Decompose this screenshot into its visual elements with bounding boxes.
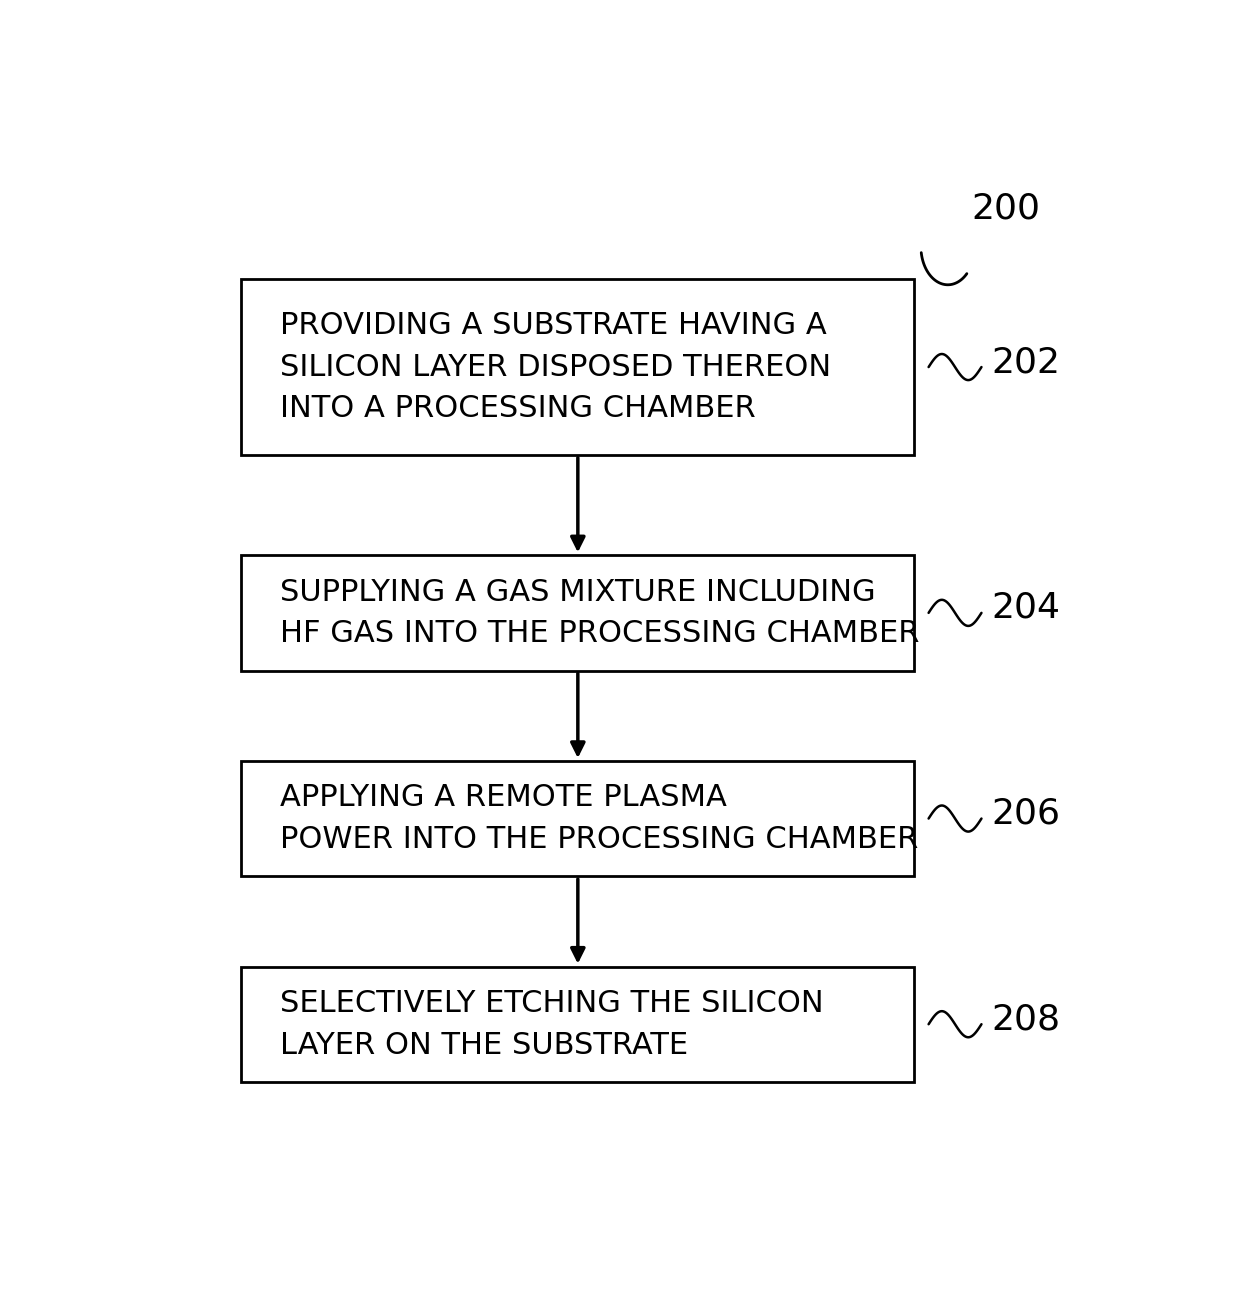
Bar xyxy=(242,967,914,1081)
Text: APPLYING A REMOTE PLASMA
POWER INTO THE PROCESSING CHAMBER: APPLYING A REMOTE PLASMA POWER INTO THE … xyxy=(280,783,919,853)
Text: 208: 208 xyxy=(991,1002,1060,1036)
Text: 204: 204 xyxy=(991,590,1060,625)
Bar xyxy=(242,279,914,455)
Bar xyxy=(242,761,914,876)
Bar xyxy=(242,555,914,671)
Text: PROVIDING A SUBSTRATE HAVING A
SILICON LAYER DISPOSED THEREON
INTO A PROCESSING : PROVIDING A SUBSTRATE HAVING A SILICON L… xyxy=(280,311,831,423)
Text: 202: 202 xyxy=(991,345,1060,379)
Text: SUPPLYING A GAS MIXTURE INCLUDING
HF GAS INTO THE PROCESSING CHAMBER: SUPPLYING A GAS MIXTURE INCLUDING HF GAS… xyxy=(280,577,919,648)
Text: SELECTIVELY ETCHING THE SILICON
LAYER ON THE SUBSTRATE: SELECTIVELY ETCHING THE SILICON LAYER ON… xyxy=(280,989,823,1059)
Text: 206: 206 xyxy=(991,796,1060,830)
Text: 200: 200 xyxy=(972,192,1040,225)
